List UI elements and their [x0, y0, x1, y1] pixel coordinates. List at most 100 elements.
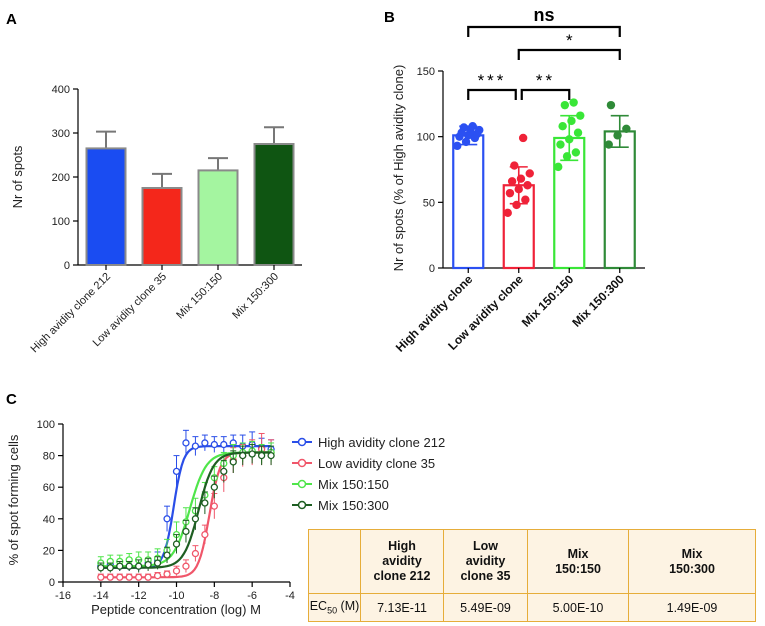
panel-b-data-point: [567, 116, 576, 126]
panel-b-data-point: [569, 98, 578, 107]
panel-c-legend-marker: [297, 458, 307, 468]
panel-c-data-point: [144, 573, 152, 581]
panel-a-y-label: Nr of spots: [10, 145, 25, 208]
ec50-header-mix-150-150: Mix 150:150: [527, 529, 629, 594]
ec50-header-low-avidity: Low avidity clone 35: [443, 529, 528, 594]
panel-c-data-point: [257, 451, 266, 460]
panel-c-dose-response-chart: % of spot forming cells Peptide concentr…: [6, 419, 445, 617]
panel-b-y-tick-label: 0: [429, 263, 435, 275]
panel-c-x-tick-label: -4: [285, 590, 295, 602]
panel-b-x-tick-label: Mix 150:150: [519, 272, 577, 330]
panel-b-data-point: [468, 121, 477, 131]
panel-b-data-point: [505, 188, 515, 198]
ec50-header-line: Low: [473, 539, 498, 553]
ec50-table: High avidity clone 212 Low avidity clone 35 …: [308, 529, 756, 622]
panel-c-data-point: [163, 515, 171, 523]
panel-b-data-point: [510, 161, 519, 170]
panel-c-data-point: [220, 467, 228, 476]
panel-c-y-tick-label: 40: [43, 514, 55, 526]
panel-a-bar: [85, 147, 127, 266]
panel-b-significance-bracket: [467, 88, 517, 100]
panel-c-legend-marker: [297, 500, 307, 510]
panel-c-legend-label: Mix 150:300: [318, 498, 389, 513]
panel-c-data-point: [172, 540, 181, 548]
panel-c-data-point: [201, 530, 209, 539]
panel-b-data-point: [512, 200, 521, 210]
panel-c-data-point: [125, 573, 133, 581]
panel-b-data-point: [558, 121, 567, 131]
panel-b-bar: [603, 130, 636, 270]
panel-c-y-label: % of spot forming cells: [6, 434, 21, 565]
panel-c-y-tick-label: 0: [49, 577, 55, 589]
panel-c-legend-marker: [297, 479, 307, 489]
panel-c-data-point: [210, 440, 218, 449]
panel-a-bar: [253, 143, 295, 266]
panel-b-data-point: [523, 181, 532, 190]
panel-c-data-point: [135, 573, 143, 581]
panel-c-x-tick-label: -14: [93, 590, 109, 602]
ec50-header-line: Mix: [681, 546, 703, 561]
panel-c-data-point: [239, 451, 247, 460]
ec50-header-line: High: [388, 539, 416, 553]
panel-b-data-point: [514, 185, 523, 194]
panel-b-significance-label: **: [536, 71, 555, 90]
panel-c-data-point: [135, 562, 143, 570]
panel-c-data-point: [210, 502, 218, 510]
panel-c-x-tick-label: -8: [209, 590, 219, 602]
panel-b-significance-bracket: [517, 48, 621, 60]
panel-b-data-point: [576, 111, 585, 120]
panel-a-x-tick-label: Mix 150:300: [230, 271, 281, 322]
panel-b-data-point: [521, 195, 530, 204]
ec50-row-label-sub: 50: [327, 605, 338, 616]
panel-b-data-point: [571, 148, 581, 157]
panel-c-data-point: [163, 570, 171, 578]
panel-b-significance-label: ***: [478, 71, 507, 90]
ec50-header-mix-150-300: Mix 150:300: [628, 529, 756, 594]
panel-c-y-tick-label: 60: [43, 482, 55, 494]
panel-b-data-point: [560, 100, 570, 110]
panel-b-data-point: [461, 137, 471, 147]
panel-b-data-point: [606, 100, 616, 110]
panel-c-data-point: [153, 572, 162, 580]
ec50-header-line: 150:300: [669, 561, 715, 576]
panel-c-data-point: [163, 551, 171, 559]
panel-c-data-point: [191, 515, 200, 523]
panel-b-significance-label: ns: [533, 5, 554, 25]
panel-b-data-point: [622, 124, 631, 133]
panel-c-data-point: [116, 562, 124, 570]
panel-b-y-label: Nr of spots (% of High avidity clone): [391, 65, 406, 272]
panel-b-data-point: [604, 140, 613, 149]
panel-a-y-tick-label: 200: [52, 172, 70, 184]
panel-c-legend-label: High avidity clone 212: [318, 435, 445, 450]
panel-b-data-point: [525, 169, 534, 178]
panel-c-data-point: [220, 440, 228, 449]
panel-b-data-point: [556, 140, 565, 149]
panel-a-letter: A: [6, 11, 17, 28]
panel-a-y-tick-label: 0: [64, 260, 70, 272]
panel-b-data-point: [459, 123, 469, 132]
ec50-value-low-avidity: 5.49E-09: [443, 593, 528, 622]
panel-b-significance-label: *: [566, 31, 573, 50]
panel-c-data-point: [106, 573, 114, 581]
panel-b-data-point: [453, 141, 462, 151]
panel-c-data-point: [248, 450, 256, 458]
panel-a-y-tick-label: 400: [52, 84, 70, 96]
panel-c-legend-label: Low avidity clone 35: [318, 456, 435, 471]
panel-c-x-tick-label: -6: [247, 590, 257, 602]
panel-b-data-point: [503, 208, 512, 218]
panel-b-y-tick-label: 50: [423, 197, 435, 209]
panel-c-data-point: [172, 467, 181, 476]
ec50-header-line: clone 212: [373, 569, 431, 583]
panel-c-legend-label: Mix 150:150: [318, 477, 389, 492]
panel-b-data-point: [565, 135, 574, 144]
ec50-header-high-avidity: High avidity clone 212: [360, 529, 444, 594]
panel-a-y-tick-label: 300: [52, 128, 70, 140]
panel-b-bar: [452, 134, 485, 270]
ec50-row-label-unit: (M): [337, 599, 360, 614]
panel-b-y-tick-label: 150: [417, 66, 435, 78]
panel-b-data-point: [518, 133, 528, 143]
panel-b-bar-chart: Nr of spots (% of High avidity clone) 0 5…: [391, 5, 645, 355]
panel-c-data-point: [153, 559, 162, 567]
